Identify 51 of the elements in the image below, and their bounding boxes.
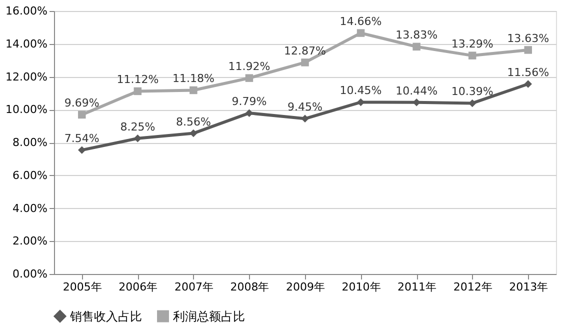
y-tick-label: 2.00% <box>12 234 48 248</box>
y-tick-label: 6.00% <box>12 168 48 182</box>
point <box>134 87 142 96</box>
point <box>412 42 420 51</box>
data-label: 11.18% <box>172 72 214 86</box>
data-label: 11.92% <box>228 60 270 74</box>
point <box>78 146 86 154</box>
y-tick-label: 8.00% <box>12 136 48 149</box>
data-label: 13.29% <box>451 38 494 51</box>
point <box>301 114 309 123</box>
x-tick-label: 2007年 <box>174 280 214 294</box>
point <box>468 52 476 60</box>
y-tick-label: 12.00% <box>6 70 48 84</box>
data-label: 9.79% <box>232 95 267 108</box>
x-tick-label: 2012年 <box>453 280 492 294</box>
y-tick-label: 16.00% <box>6 4 48 18</box>
point <box>524 46 532 54</box>
point <box>190 129 198 138</box>
data-label: 9.45% <box>288 100 322 114</box>
point <box>190 86 198 94</box>
data-label: 8.56% <box>176 115 211 128</box>
legend-label: 销售收入占比 <box>69 309 142 324</box>
data-label: 11.56% <box>507 66 550 79</box>
x-tick-label: 2008年 <box>230 280 270 294</box>
x-tick-label: 2009年 <box>286 280 325 294</box>
data-label: 14.66% <box>340 15 382 28</box>
data-label: 10.39% <box>451 85 494 98</box>
y-tick-label: 0.00% <box>12 268 48 280</box>
data-label: 8.25% <box>120 120 156 134</box>
data-label: 11.12% <box>116 73 159 86</box>
y-tick-label: 4.00% <box>12 202 48 215</box>
data-label: 10.45% <box>340 84 382 98</box>
point <box>78 110 86 119</box>
x-tick-label: 2010年 <box>342 280 381 294</box>
data-label: 13.83% <box>396 28 438 42</box>
x-tick-label: 2005年 <box>62 280 102 294</box>
point <box>245 74 254 82</box>
x-tick-label: 2006年 <box>118 280 158 294</box>
x-tick-label: 2013年 <box>509 280 548 294</box>
data-label: 9.69% <box>64 96 100 110</box>
point <box>524 80 532 88</box>
data-label: 13.63% <box>507 32 550 45</box>
legend-label: 利润总额占比 <box>173 309 245 324</box>
point <box>301 58 309 66</box>
x-tick-label: 2011年 <box>398 280 437 294</box>
y-tick-label: 10.00% <box>6 103 48 116</box>
data-label: 10.44% <box>396 84 438 98</box>
y-tick-label: 14.00% <box>6 37 48 50</box>
point <box>356 29 365 37</box>
data-label: 12.87% <box>284 44 326 58</box>
data-label: 7.54% <box>64 132 100 146</box>
